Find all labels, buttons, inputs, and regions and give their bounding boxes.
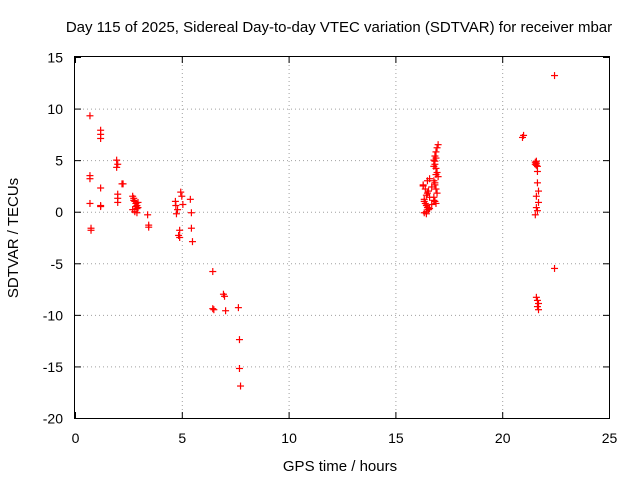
- data-point: [533, 207, 541, 215]
- data-point: [433, 189, 441, 197]
- data-point: [535, 306, 543, 314]
- data-point: [114, 198, 122, 206]
- axis-ticks: 0 5 10 15 20 25 15 10 5 0 -5 -10 -15 -20: [43, 50, 618, 447]
- plot-frame: [74, 56, 610, 419]
- data-point: [433, 144, 441, 152]
- x-tick-label: 0: [72, 430, 80, 446]
- y-tick-label: -10: [43, 307, 63, 323]
- data-point: [209, 305, 217, 313]
- data-point: [144, 211, 152, 219]
- data-point: [97, 134, 105, 142]
- data-point: [97, 184, 105, 192]
- data-point: [551, 264, 559, 272]
- data-point: [430, 193, 438, 201]
- y-tick-label: 5: [55, 153, 63, 169]
- x-tick-label: 5: [178, 430, 186, 446]
- data-point: [178, 192, 186, 200]
- data-point: [425, 187, 433, 195]
- y-tick-label: 15: [47, 50, 63, 66]
- data-point: [426, 175, 434, 183]
- data-point: [422, 191, 430, 199]
- data-point: [533, 179, 541, 187]
- data-point: [432, 154, 440, 162]
- data-point: [532, 204, 540, 212]
- data-point: [221, 292, 229, 300]
- data-point: [86, 175, 94, 183]
- data-point: [179, 200, 187, 208]
- data-point: [432, 148, 440, 156]
- data-point: [551, 72, 559, 80]
- data-point: [434, 141, 442, 149]
- data-point: [235, 336, 243, 344]
- data-points: [86, 72, 559, 390]
- data-point: [237, 382, 245, 390]
- data-point: [176, 226, 184, 234]
- data-point: [535, 187, 543, 195]
- data-point: [531, 211, 539, 219]
- data-point: [419, 182, 427, 190]
- data-point: [174, 206, 182, 214]
- data-point: [113, 156, 121, 164]
- data-point: [533, 303, 541, 311]
- chart-title: Day 115 of 2025, Sidereal Day-to-day VTE…: [66, 19, 612, 36]
- data-point: [86, 199, 94, 207]
- data-point: [535, 198, 543, 206]
- data-point: [119, 180, 127, 188]
- x-tick-label: 15: [388, 430, 404, 446]
- data-point: [533, 296, 541, 304]
- y-tick-label: -15: [43, 359, 63, 375]
- data-point: [422, 210, 430, 218]
- data-point: [535, 300, 543, 308]
- x-tick-label: 25: [602, 430, 618, 446]
- data-point: [172, 202, 180, 210]
- data-point: [97, 203, 105, 211]
- data-point: [421, 199, 429, 207]
- data-point: [532, 293, 540, 301]
- grid-lines: [75, 57, 609, 418]
- y-tick-label: 0: [55, 204, 63, 220]
- x-axis-label: GPS time / hours: [283, 458, 397, 475]
- x-tick-label: 10: [281, 430, 297, 446]
- data-point: [130, 196, 138, 204]
- data-point: [177, 188, 185, 196]
- data-point: [432, 171, 440, 179]
- x-tick-label: 20: [495, 430, 511, 446]
- data-point: [428, 200, 436, 208]
- data-point: [532, 192, 540, 200]
- data-point: [172, 210, 180, 218]
- data-point: [420, 195, 428, 203]
- data-point: [188, 238, 196, 246]
- data-point: [113, 163, 121, 171]
- data-point: [134, 198, 142, 206]
- data-point: [520, 131, 528, 139]
- data-point: [86, 112, 94, 120]
- data-point: [186, 195, 194, 203]
- data-point: [426, 205, 434, 213]
- data-point: [431, 179, 439, 187]
- data-point: [87, 226, 95, 234]
- data-point: [114, 160, 122, 168]
- data-point: [187, 209, 195, 217]
- data-point: [432, 185, 440, 193]
- data-point: [431, 157, 439, 165]
- data-point: [176, 234, 184, 241]
- data-point: [132, 203, 140, 211]
- y-axis-label: SDTVAR / TECUs: [5, 178, 22, 298]
- y-tick-label: 10: [47, 101, 63, 117]
- data-point: [533, 167, 541, 175]
- y-tick-label: -5: [51, 256, 64, 272]
- data-point: [432, 199, 440, 207]
- data-point: [532, 157, 540, 165]
- data-point: [222, 307, 230, 315]
- data-point: [209, 268, 217, 276]
- data-point: [145, 223, 153, 231]
- data-point: [430, 162, 438, 170]
- y-tick-label: -20: [43, 411, 63, 427]
- data-point: [187, 224, 195, 232]
- data-point: [235, 364, 243, 372]
- data-point: [133, 209, 141, 217]
- data-point: [234, 304, 242, 312]
- data-point: [210, 306, 218, 314]
